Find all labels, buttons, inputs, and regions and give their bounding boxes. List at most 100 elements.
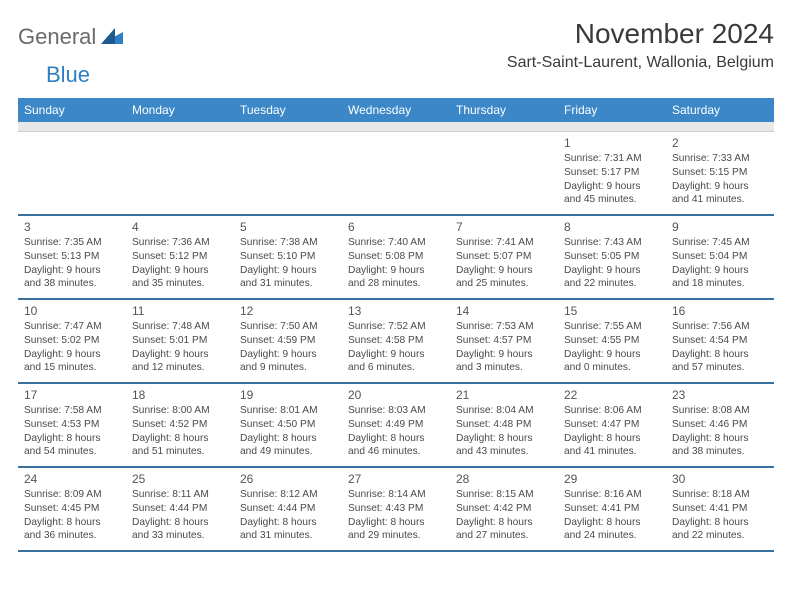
daylight2-text: and 24 minutes. <box>564 529 660 543</box>
sunset-text: Sunset: 5:13 PM <box>24 250 120 264</box>
day-number: 9 <box>672 219 768 235</box>
sunrise-text: Sunrise: 8:08 AM <box>672 404 768 418</box>
brand-mark-icon <box>101 26 123 49</box>
daylight2-text: and 22 minutes. <box>564 277 660 291</box>
day-number: 29 <box>564 471 660 487</box>
sunset-text: Sunset: 4:55 PM <box>564 334 660 348</box>
day-number: 23 <box>672 387 768 403</box>
sunrise-text: Sunrise: 7:50 AM <box>240 320 336 334</box>
brand-word2: Blue <box>46 62 90 88</box>
daylight2-text: and 49 minutes. <box>240 445 336 459</box>
weekday-tuesday: Tuesday <box>234 98 342 122</box>
day-number: 10 <box>24 303 120 319</box>
day-number: 5 <box>240 219 336 235</box>
sunset-text: Sunset: 4:53 PM <box>24 418 120 432</box>
day-cell: 25Sunrise: 8:11 AMSunset: 4:44 PMDayligh… <box>126 468 234 550</box>
weekday-header-row: Sunday Monday Tuesday Wednesday Thursday… <box>18 98 774 122</box>
day-cell: 4Sunrise: 7:36 AMSunset: 5:12 PMDaylight… <box>126 216 234 298</box>
daylight2-text: and 38 minutes. <box>24 277 120 291</box>
day-cell: 12Sunrise: 7:50 AMSunset: 4:59 PMDayligh… <box>234 300 342 382</box>
week-row: 24Sunrise: 8:09 AMSunset: 4:45 PMDayligh… <box>18 468 774 552</box>
day-cell: 7Sunrise: 7:41 AMSunset: 5:07 PMDaylight… <box>450 216 558 298</box>
empty-day-cell <box>234 132 342 214</box>
daylight1-text: Daylight: 9 hours <box>456 264 552 278</box>
daylight1-text: Daylight: 8 hours <box>24 432 120 446</box>
daylight1-text: Daylight: 9 hours <box>24 264 120 278</box>
sunset-text: Sunset: 5:02 PM <box>24 334 120 348</box>
daylight1-text: Daylight: 8 hours <box>348 432 444 446</box>
sunset-text: Sunset: 5:07 PM <box>456 250 552 264</box>
daylight1-text: Daylight: 9 hours <box>564 180 660 194</box>
day-cell: 30Sunrise: 8:18 AMSunset: 4:41 PMDayligh… <box>666 468 774 550</box>
sunset-text: Sunset: 4:49 PM <box>348 418 444 432</box>
day-number: 15 <box>564 303 660 319</box>
sunset-text: Sunset: 4:42 PM <box>456 502 552 516</box>
sunset-text: Sunset: 5:04 PM <box>672 250 768 264</box>
day-number: 25 <box>132 471 228 487</box>
day-number: 27 <box>348 471 444 487</box>
sunset-text: Sunset: 4:44 PM <box>132 502 228 516</box>
sunset-text: Sunset: 4:57 PM <box>456 334 552 348</box>
sunrise-text: Sunrise: 7:31 AM <box>564 152 660 166</box>
calendar-page: General November 2024 Sart-Saint-Laurent… <box>0 0 792 562</box>
sunrise-text: Sunrise: 7:55 AM <box>564 320 660 334</box>
daylight2-text: and 18 minutes. <box>672 277 768 291</box>
title-block: November 2024 Sart-Saint-Laurent, Wallon… <box>507 18 774 72</box>
day-cell: 29Sunrise: 8:16 AMSunset: 4:41 PMDayligh… <box>558 468 666 550</box>
daylight1-text: Daylight: 8 hours <box>672 516 768 530</box>
day-number: 26 <box>240 471 336 487</box>
daylight2-text: and 25 minutes. <box>456 277 552 291</box>
daylight1-text: Daylight: 8 hours <box>240 432 336 446</box>
day-number: 13 <box>348 303 444 319</box>
daylight2-text: and 57 minutes. <box>672 361 768 375</box>
day-number: 21 <box>456 387 552 403</box>
daylight2-text: and 22 minutes. <box>672 529 768 543</box>
daylight2-text: and 38 minutes. <box>672 445 768 459</box>
daylight1-text: Daylight: 9 hours <box>564 348 660 362</box>
sunrise-text: Sunrise: 8:06 AM <box>564 404 660 418</box>
day-number: 2 <box>672 135 768 151</box>
daylight2-text: and 27 minutes. <box>456 529 552 543</box>
daylight1-text: Daylight: 8 hours <box>672 432 768 446</box>
daylight1-text: Daylight: 8 hours <box>132 432 228 446</box>
weekday-friday: Friday <box>558 98 666 122</box>
weekday-thursday: Thursday <box>450 98 558 122</box>
daylight2-text: and 6 minutes. <box>348 361 444 375</box>
day-cell: 11Sunrise: 7:48 AMSunset: 5:01 PMDayligh… <box>126 300 234 382</box>
week-row: 17Sunrise: 7:58 AMSunset: 4:53 PMDayligh… <box>18 384 774 468</box>
daylight1-text: Daylight: 9 hours <box>240 264 336 278</box>
daylight1-text: Daylight: 8 hours <box>132 516 228 530</box>
day-number: 19 <box>240 387 336 403</box>
day-number: 6 <box>348 219 444 235</box>
weekday-monday: Monday <box>126 98 234 122</box>
day-cell: 5Sunrise: 7:38 AMSunset: 5:10 PMDaylight… <box>234 216 342 298</box>
day-cell: 8Sunrise: 7:43 AMSunset: 5:05 PMDaylight… <box>558 216 666 298</box>
daylight1-text: Daylight: 9 hours <box>132 264 228 278</box>
daylight1-text: Daylight: 8 hours <box>24 516 120 530</box>
sunset-text: Sunset: 4:47 PM <box>564 418 660 432</box>
day-number: 17 <box>24 387 120 403</box>
sunrise-text: Sunrise: 8:03 AM <box>348 404 444 418</box>
daylight1-text: Daylight: 8 hours <box>564 432 660 446</box>
daylight1-text: Daylight: 8 hours <box>456 432 552 446</box>
daylight1-text: Daylight: 8 hours <box>348 516 444 530</box>
sunrise-text: Sunrise: 8:12 AM <box>240 488 336 502</box>
daylight2-text: and 45 minutes. <box>564 193 660 207</box>
daylight2-text: and 33 minutes. <box>132 529 228 543</box>
sunset-text: Sunset: 4:58 PM <box>348 334 444 348</box>
sunset-text: Sunset: 5:08 PM <box>348 250 444 264</box>
day-cell: 24Sunrise: 8:09 AMSunset: 4:45 PMDayligh… <box>18 468 126 550</box>
brand-logo: General <box>18 18 125 50</box>
calendar-grid: Sunday Monday Tuesday Wednesday Thursday… <box>18 98 774 552</box>
sunrise-text: Sunrise: 8:14 AM <box>348 488 444 502</box>
daylight1-text: Daylight: 8 hours <box>672 348 768 362</box>
sunset-text: Sunset: 5:01 PM <box>132 334 228 348</box>
day-number: 18 <box>132 387 228 403</box>
sunset-text: Sunset: 4:43 PM <box>348 502 444 516</box>
sunset-text: Sunset: 5:17 PM <box>564 166 660 180</box>
daylight2-text: and 41 minutes. <box>564 445 660 459</box>
empty-day-cell <box>126 132 234 214</box>
daylight2-text: and 12 minutes. <box>132 361 228 375</box>
daylight2-text: and 9 minutes. <box>240 361 336 375</box>
day-number: 16 <box>672 303 768 319</box>
